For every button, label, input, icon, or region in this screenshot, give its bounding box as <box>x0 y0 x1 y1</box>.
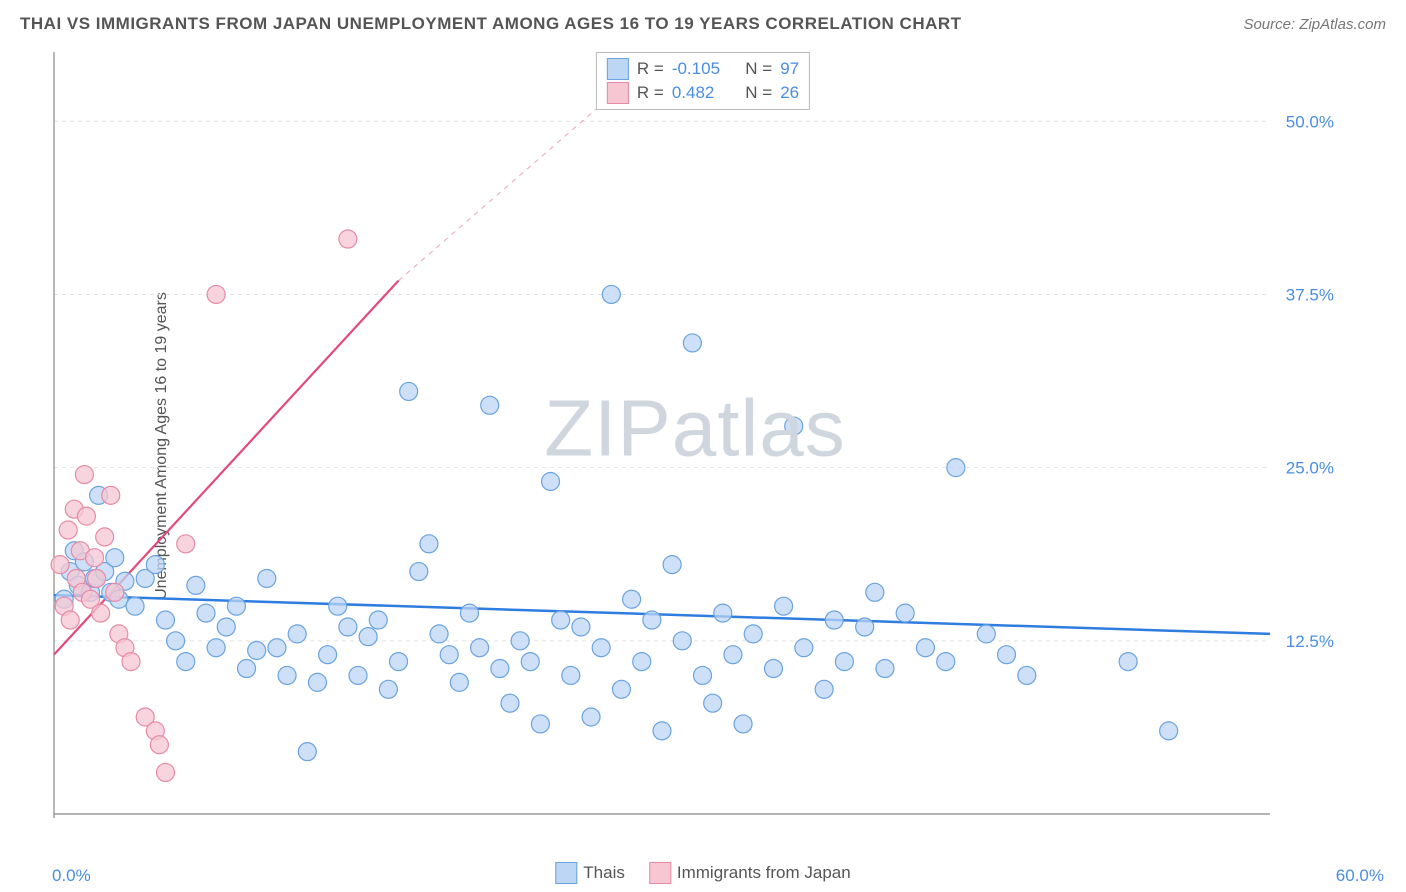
legend-swatch <box>607 82 629 104</box>
legend-series-item: Immigrants from Japan <box>649 862 851 884</box>
legend-n-value: 97 <box>780 59 799 79</box>
legend-n-label: N = <box>736 59 772 79</box>
legend-r-label: R = <box>637 83 664 103</box>
legend-correlation-row: R = 0.482 N = 26 <box>607 81 799 105</box>
legend-swatch <box>649 862 671 884</box>
svg-text:12.5%: 12.5% <box>1286 632 1334 651</box>
correlation-legend: R = -0.105 N = 97 R = 0.482 N = 26 <box>596 52 810 110</box>
legend-r-label: R = <box>637 59 664 79</box>
legend-swatch <box>607 58 629 80</box>
scatter-plot: 12.5%25.0%37.5%50.0% ZIPatlas <box>50 48 1340 818</box>
legend-n-label: N = <box>736 83 772 103</box>
legend-series-label: Thais <box>583 863 625 883</box>
series-legend: Thais Immigrants from Japan <box>555 862 850 884</box>
legend-n-value: 26 <box>780 83 799 103</box>
chart-source: Source: ZipAtlas.com <box>1243 16 1386 33</box>
x-axis-max-label: 60.0% <box>1336 866 1384 886</box>
chart-header: THAI VS IMMIGRANTS FROM JAPAN UNEMPLOYME… <box>0 0 1406 42</box>
svg-text:25.0%: 25.0% <box>1286 459 1334 478</box>
x-axis-min-label: 0.0% <box>52 866 91 886</box>
chart-title: THAI VS IMMIGRANTS FROM JAPAN UNEMPLOYME… <box>20 14 962 34</box>
legend-correlation-row: R = -0.105 N = 97 <box>607 57 799 81</box>
svg-text:50.0%: 50.0% <box>1286 112 1334 131</box>
svg-text:37.5%: 37.5% <box>1286 285 1334 304</box>
legend-r-value: -0.105 <box>672 59 728 79</box>
legend-swatch <box>555 862 577 884</box>
legend-series-label: Immigrants from Japan <box>677 863 851 883</box>
legend-series-item: Thais <box>555 862 625 884</box>
legend-r-value: 0.482 <box>672 83 728 103</box>
plot-svg: 12.5% 25.0% 37.5% 50.0% <box>50 48 1340 818</box>
